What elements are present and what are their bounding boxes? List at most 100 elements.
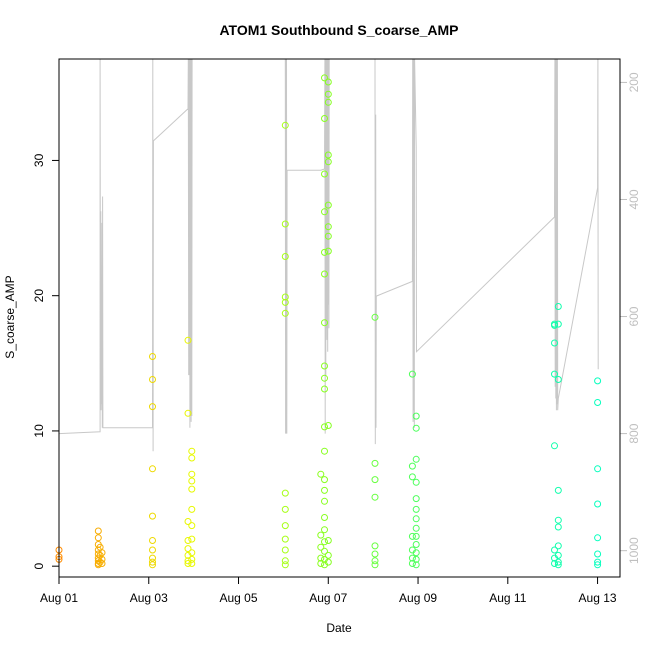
data-point xyxy=(324,247,332,255)
data-point xyxy=(317,554,325,562)
data-point xyxy=(554,376,562,383)
data-point xyxy=(184,336,192,344)
data-point xyxy=(317,470,325,478)
data-point xyxy=(321,486,328,494)
data-point xyxy=(184,518,192,525)
y-tick-label: 0 xyxy=(32,563,46,570)
data-point xyxy=(317,560,325,567)
data-point xyxy=(281,293,289,301)
data-point xyxy=(321,115,328,122)
data-point xyxy=(321,374,328,382)
data-point xyxy=(321,208,328,216)
y-axis-label: S_coarse_AMP xyxy=(3,275,17,358)
data-point xyxy=(94,550,102,558)
data-point xyxy=(594,561,602,569)
data-point xyxy=(281,121,289,129)
data-point xyxy=(321,319,328,327)
data-point xyxy=(324,158,332,166)
data-point xyxy=(408,462,416,470)
data-point xyxy=(554,542,562,550)
data-point xyxy=(412,412,420,420)
data-point xyxy=(594,534,602,542)
y2-tick-label: 600 xyxy=(627,306,641,326)
x-tick-label: Aug 01 xyxy=(40,591,78,605)
y2-tick-label: 800 xyxy=(627,423,641,443)
data-point xyxy=(371,459,379,467)
data-point xyxy=(412,561,420,569)
data-point xyxy=(412,541,420,548)
data-point xyxy=(184,545,192,553)
data-point xyxy=(321,270,328,278)
data-point xyxy=(321,526,328,534)
data-point xyxy=(281,489,289,497)
data-point xyxy=(412,532,420,540)
data-point xyxy=(98,549,106,557)
data-point xyxy=(281,505,289,513)
data-point xyxy=(324,558,332,566)
data-point xyxy=(412,424,420,432)
data-point xyxy=(321,547,328,555)
x-tick-label: Aug 11 xyxy=(489,591,526,605)
data-point xyxy=(408,532,416,540)
data-point xyxy=(281,220,289,228)
data-point xyxy=(412,549,420,557)
data-point xyxy=(554,303,562,310)
data-point xyxy=(324,90,332,98)
y-tick-label: 30 xyxy=(32,153,46,167)
data-point xyxy=(188,549,196,557)
data-point xyxy=(321,385,328,393)
data-point xyxy=(188,485,196,493)
data-point xyxy=(98,555,106,563)
x-axis: Aug 01 Aug 03 Aug 05 Aug 07 Aug 09 Aug 11 Aug … xyxy=(40,576,617,605)
data-point xyxy=(324,151,332,159)
data-point xyxy=(554,486,562,494)
data-point xyxy=(321,248,328,256)
data-point xyxy=(281,561,289,569)
data-point xyxy=(324,232,332,240)
data-point xyxy=(371,542,379,550)
data-point xyxy=(371,550,379,558)
data-point xyxy=(324,201,332,209)
x-tick-label: Aug 03 xyxy=(130,591,168,605)
data-point xyxy=(551,370,558,378)
data-point xyxy=(371,557,379,565)
data-point xyxy=(149,558,156,566)
data-point xyxy=(551,546,558,554)
data-point xyxy=(188,470,196,478)
data-point xyxy=(321,447,328,455)
data-point xyxy=(149,403,156,411)
x-tick-label: Aug 13 xyxy=(579,591,617,605)
data-point xyxy=(408,370,416,378)
data-point xyxy=(324,551,332,559)
data-point xyxy=(188,477,196,485)
data-point xyxy=(188,555,196,563)
data-point xyxy=(188,535,196,543)
data-point xyxy=(184,560,192,567)
data-point xyxy=(317,531,325,539)
data-point xyxy=(412,495,420,503)
data-point xyxy=(149,512,156,520)
data-point xyxy=(188,522,196,530)
plot-frame xyxy=(58,58,621,578)
data-point xyxy=(149,546,156,554)
data-point xyxy=(412,515,420,523)
data-point xyxy=(551,560,558,567)
data-point xyxy=(594,465,602,473)
data-point xyxy=(281,535,289,543)
data-point xyxy=(324,98,332,106)
data-point xyxy=(408,554,416,562)
data-point xyxy=(281,253,289,260)
data-point xyxy=(324,223,332,231)
data-point xyxy=(321,476,328,484)
data-point xyxy=(321,538,328,546)
data-point xyxy=(321,497,328,505)
data-point xyxy=(554,523,562,531)
scatter-points xyxy=(55,74,602,569)
x-axis-label: Date xyxy=(326,621,352,635)
data-point xyxy=(594,558,602,566)
data-point xyxy=(188,505,196,513)
data-point xyxy=(551,321,558,329)
data-point xyxy=(188,454,196,462)
data-point xyxy=(149,465,156,473)
